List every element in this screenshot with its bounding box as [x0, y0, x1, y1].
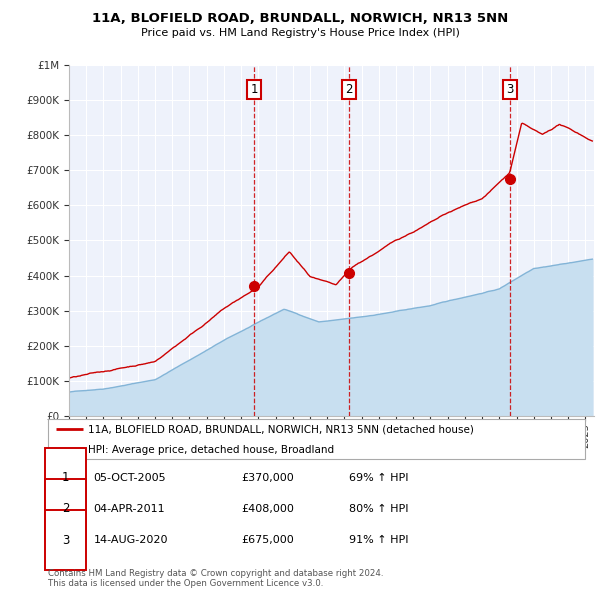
Text: 80% ↑ HPI: 80% ↑ HPI [349, 504, 408, 514]
Text: 14-AUG-2020: 14-AUG-2020 [94, 535, 168, 545]
FancyBboxPatch shape [46, 510, 86, 570]
Text: £675,000: £675,000 [241, 535, 294, 545]
Text: 3: 3 [62, 533, 69, 547]
Text: £370,000: £370,000 [241, 473, 294, 483]
Text: 3: 3 [506, 83, 514, 96]
FancyBboxPatch shape [48, 419, 585, 459]
Text: £408,000: £408,000 [241, 504, 294, 514]
Text: HPI: Average price, detached house, Broadland: HPI: Average price, detached house, Broa… [88, 445, 334, 455]
Text: Contains HM Land Registry data © Crown copyright and database right 2024.
This d: Contains HM Land Registry data © Crown c… [48, 569, 383, 588]
FancyBboxPatch shape [46, 479, 86, 539]
Text: 05-OCT-2005: 05-OCT-2005 [94, 473, 166, 483]
Text: 2: 2 [345, 83, 352, 96]
Text: Price paid vs. HM Land Registry's House Price Index (HPI): Price paid vs. HM Land Registry's House … [140, 28, 460, 38]
Text: 11A, BLOFIELD ROAD, BRUNDALL, NORWICH, NR13 5NN: 11A, BLOFIELD ROAD, BRUNDALL, NORWICH, N… [92, 12, 508, 25]
Text: 2: 2 [62, 502, 69, 516]
Text: 11A, BLOFIELD ROAD, BRUNDALL, NORWICH, NR13 5NN (detached house): 11A, BLOFIELD ROAD, BRUNDALL, NORWICH, N… [88, 424, 474, 434]
Text: 1: 1 [62, 471, 69, 484]
Text: 91% ↑ HPI: 91% ↑ HPI [349, 535, 408, 545]
Text: 1: 1 [250, 83, 258, 96]
FancyBboxPatch shape [46, 448, 86, 507]
Text: 04-APR-2011: 04-APR-2011 [94, 504, 165, 514]
Text: 69% ↑ HPI: 69% ↑ HPI [349, 473, 408, 483]
